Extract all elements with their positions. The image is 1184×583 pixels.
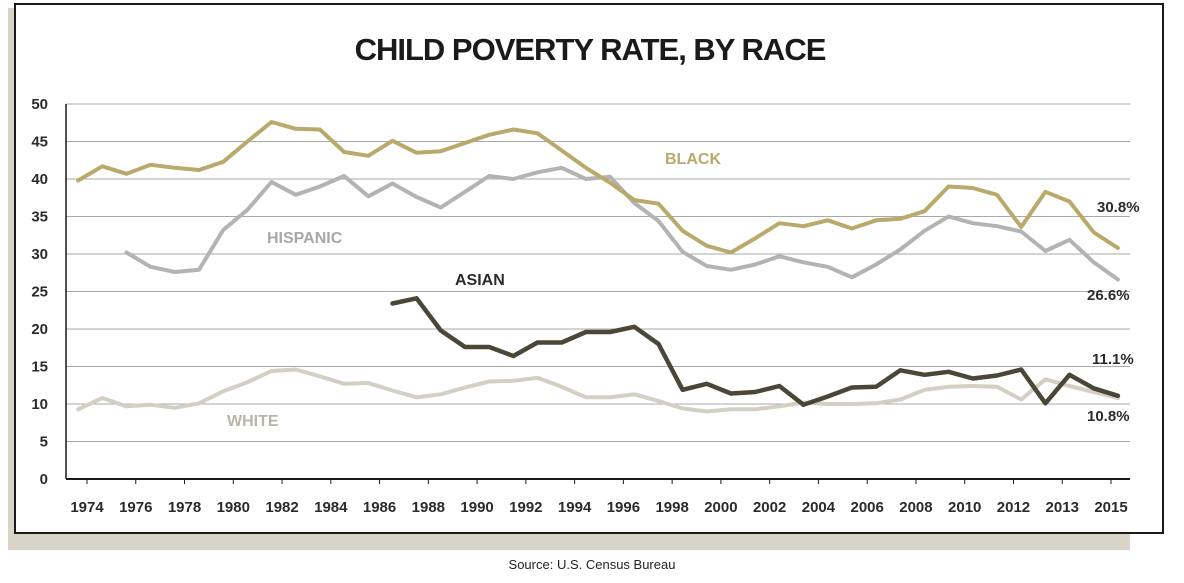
series-line-black <box>76 120 1120 255</box>
y-tick-label: 40 <box>31 171 48 188</box>
chart-frame <box>14 3 1164 534</box>
x-tick-label: 1988 <box>412 499 445 516</box>
end-label-asian: 11.1% <box>1092 351 1134 368</box>
y-tick-label: 50 <box>31 96 48 113</box>
series-line-hispanic <box>124 165 1120 282</box>
x-tick-label: 1990 <box>460 499 493 516</box>
x-tick-label: 1998 <box>655 499 688 516</box>
y-tick-label: 30 <box>31 246 48 263</box>
end-label-hispanic: 26.6% <box>1087 287 1130 304</box>
y-tick-labels: 0 5 10 15 20 25 30 35 40 45 50 <box>31 96 48 488</box>
x-tick-label: 2015 <box>1094 499 1127 516</box>
y-tick-label: 25 <box>31 284 48 301</box>
series-lines <box>76 120 1121 414</box>
axes <box>65 104 1130 484</box>
x-tick-label: 2010 <box>948 499 981 516</box>
series-label-white: WHITE <box>227 413 279 430</box>
x-tick-label: 1986 <box>363 499 396 516</box>
series-label-asian: ASIAN <box>455 272 505 289</box>
x-tick-label: 1992 <box>509 499 542 516</box>
y-tick-label: 0 <box>40 471 48 488</box>
x-tick-label: 1996 <box>607 499 640 516</box>
x-tick-label: 1978 <box>168 499 201 516</box>
end-label-white: 10.8% <box>1087 408 1130 425</box>
x-tick-label: 2002 <box>753 499 786 516</box>
grid-lines <box>66 103 1130 442</box>
source-note: Source: U.S. Census Bureau <box>508 557 676 572</box>
x-tick-label: 2012 <box>997 499 1030 516</box>
y-tick-label: 20 <box>31 321 48 338</box>
x-tick-label: 1982 <box>265 499 298 516</box>
y-tick-label: 15 <box>31 359 48 376</box>
x-tick-label: 1994 <box>558 499 592 516</box>
x-tick-label: 1974 <box>70 499 104 516</box>
x-tick-label: 2004 <box>802 499 836 516</box>
y-tick-label: 45 <box>31 134 48 151</box>
x-tick-labels: 1974 1976 1978 1980 1982 1984 1986 1988 1990 1992… <box>70 499 1127 516</box>
y-tick-label: 35 <box>31 209 48 226</box>
chart-title: CHILD POVERTY RATE, BY RACE <box>355 32 826 67</box>
y-tick-label: 5 <box>40 434 48 451</box>
x-tick-label: 1980 <box>217 499 250 516</box>
series-line-white <box>76 367 1120 414</box>
series-line-asian <box>390 296 1121 408</box>
x-tick-label: 2013 <box>1046 499 1079 516</box>
y-tick-label: 10 <box>31 396 48 413</box>
series-label-hispanic: HISPANIC <box>267 230 343 247</box>
series-label-black: BLACK <box>665 151 721 168</box>
x-tick-label: 1984 <box>314 499 348 516</box>
end-label-black: 30.8% <box>1097 199 1140 216</box>
x-tick-label: 2000 <box>704 499 737 516</box>
x-tick-label: 1976 <box>119 499 152 516</box>
x-tick-label: 2006 <box>851 499 884 516</box>
x-tick-label: 2008 <box>899 499 932 516</box>
